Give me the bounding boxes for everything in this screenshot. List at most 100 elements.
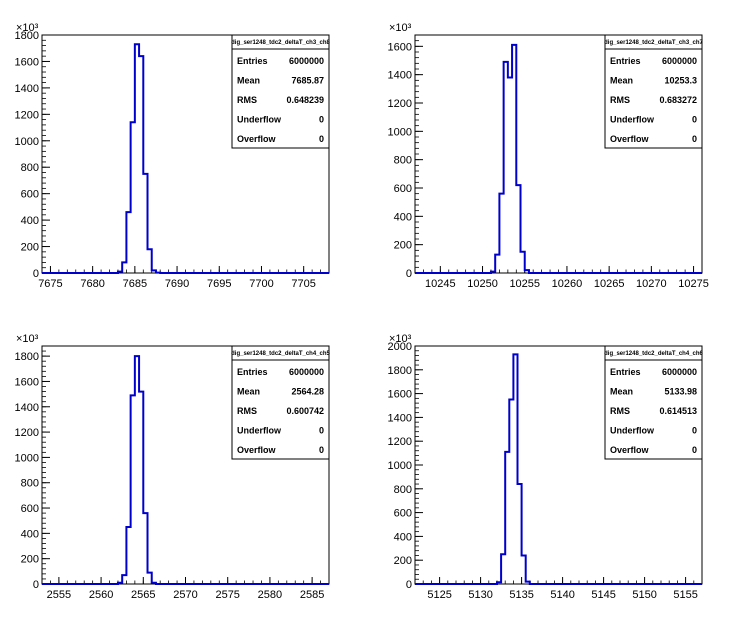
histogram-bin <box>118 272 122 273</box>
x-tick-label: 7685 <box>123 278 147 290</box>
histogram-bin <box>131 122 135 273</box>
y-tick-label: 0 <box>33 579 39 591</box>
y-tick-label: 1600 <box>388 389 412 401</box>
x-tick-label: 7705 <box>291 278 315 290</box>
histogram-bin <box>122 575 126 584</box>
x-tick-label: 5135 <box>509 589 533 601</box>
y-exponent-label: ×10³ <box>16 22 39 34</box>
histogram-bin <box>501 554 505 584</box>
stats-label: Entries <box>610 56 641 66</box>
x-tick-label: 2570 <box>173 589 197 601</box>
y-tick-label: 1600 <box>388 41 412 53</box>
y-tick-label: 800 <box>394 484 412 496</box>
x-tick-label: 10270 <box>636 278 667 290</box>
histogram-bin <box>508 78 512 274</box>
stats-value: 0 <box>692 115 697 125</box>
stats-label: Entries <box>610 367 641 377</box>
y-tick-label: 0 <box>33 268 39 280</box>
y-tick-label: 200 <box>21 242 39 254</box>
y-tick-label: 600 <box>21 503 39 515</box>
stats-value: 6000000 <box>289 56 324 66</box>
histogram-bin <box>139 392 143 584</box>
y-tick-label: 1800 <box>15 30 39 42</box>
y-tick-label: 1000 <box>388 126 412 138</box>
x-tick-label: 10260 <box>552 278 583 290</box>
stats-label: Underflow <box>610 115 655 125</box>
stats-title: dig_ser1248_tdc2_deltaT_ch4_ch5 <box>231 351 330 357</box>
x-tick-label: 10245 <box>425 278 456 290</box>
histogram-bin <box>499 194 503 273</box>
histogram-bin <box>131 395 135 584</box>
x-tick-label: 2580 <box>258 589 282 601</box>
x-tick-label: 2575 <box>215 589 239 601</box>
histogram-bin <box>118 583 122 584</box>
y-tick-label: 1400 <box>15 402 39 414</box>
y-tick-label: 400 <box>394 211 412 223</box>
histogram-line <box>415 353 702 585</box>
y-tick-label: 600 <box>21 189 39 201</box>
y-exponent-label: ×10³ <box>389 333 412 345</box>
y-tick-label: 800 <box>21 478 39 490</box>
stats-value: 0 <box>692 134 697 144</box>
histogram-panel-2: 10245 10250 10255 10260 10265 10270 10275 0 200 4… <box>388 22 709 290</box>
x-tick-label: 7690 <box>165 278 189 290</box>
y-tick-label: 1600 <box>15 376 39 388</box>
stats-value: 0 <box>692 445 697 455</box>
x-tick-label: 10265 <box>594 278 625 290</box>
y-tick-label: 1600 <box>15 56 39 68</box>
stats-value: 7685.87 <box>291 76 324 86</box>
y-tick-label: 200 <box>21 554 39 566</box>
stats-label: Overflow <box>610 445 650 455</box>
x-tick-label: 5125 <box>427 589 451 601</box>
x-tick-label: 2585 <box>300 589 324 601</box>
histogram-bin <box>518 484 522 584</box>
stats-box <box>604 34 703 149</box>
y-tick-label: 600 <box>394 183 412 195</box>
stats-label: Overflow <box>237 445 277 455</box>
stats-label: Entries <box>237 56 268 66</box>
histogram-bin <box>152 270 156 273</box>
histogram-bin <box>148 573 152 584</box>
y-tick-label: 400 <box>21 528 39 540</box>
stats-value: 0 <box>692 426 697 436</box>
y-tick-label: 400 <box>21 215 39 227</box>
stats-title: dig_ser1248_tdc2_deltaT_ch3_ch7 <box>604 40 703 46</box>
y-tick-label: 1800 <box>15 351 39 363</box>
histogram-bin <box>139 56 143 273</box>
x-tick-label: 5140 <box>550 589 574 601</box>
stats-value: 0.600742 <box>286 406 324 416</box>
histogram-bin <box>126 212 130 273</box>
y-exponent-label: ×10³ <box>389 22 412 34</box>
histogram-panel-3: 2555 2560 2565 2570 2575 2580 2585 0 200 400 600 80… <box>15 333 331 601</box>
stats-label: RMS <box>610 95 630 105</box>
stats-value: 0.648239 <box>286 95 324 105</box>
histogram-bin <box>497 582 501 584</box>
y-tick-label: 2000 <box>388 341 412 353</box>
stats-label: Mean <box>610 76 633 86</box>
histogram-bin <box>504 62 508 273</box>
histogram-bin <box>521 252 525 273</box>
histogram-bin <box>135 356 139 584</box>
histogram-line <box>415 43 702 274</box>
stats-value: 5133.98 <box>664 387 697 397</box>
stats-value: 10253.3 <box>664 76 697 86</box>
histogram-line <box>42 355 329 585</box>
stats-box <box>231 345 330 460</box>
stats-value: 6000000 <box>662 367 697 377</box>
y-tick-label: 1000 <box>388 460 412 472</box>
x-tick-label: 5155 <box>673 589 697 601</box>
histogram-panel-4: 5125 5130 5135 5140 5145 5150 5155 0 200 400 600 80… <box>388 333 704 601</box>
x-tick-label: 5145 <box>591 589 615 601</box>
stats-label: Mean <box>610 387 633 397</box>
stats-label: Underflow <box>610 426 655 436</box>
stats-title: dig_ser1248_tdc2_deltaT_ch4_ch6 <box>604 351 703 357</box>
x-tick-label: 10275 <box>678 278 709 290</box>
histogram-bin <box>509 400 513 584</box>
histogram-bin <box>491 272 495 273</box>
y-tick-label: 1200 <box>388 98 412 110</box>
y-tick-label: 800 <box>21 162 39 174</box>
x-tick-label: 2555 <box>47 589 71 601</box>
histogram-bin <box>122 262 126 273</box>
stats-value: 2564.28 <box>291 387 324 397</box>
